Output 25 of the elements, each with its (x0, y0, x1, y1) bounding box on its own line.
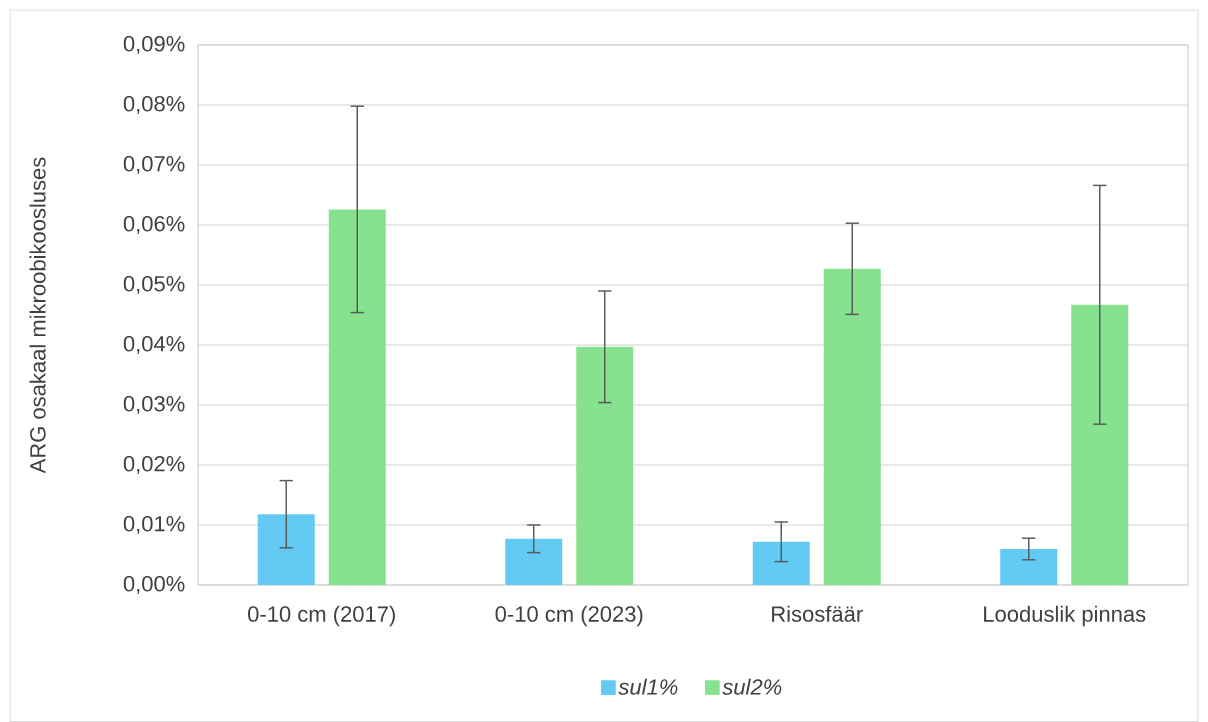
y-tick-label: 0,01% (123, 515, 185, 535)
y-tick-label: 0,00% (123, 575, 185, 595)
legend-label: sul2% (722, 678, 782, 695)
y-tick-label: 0,09% (123, 35, 185, 55)
legend-label: sul1% (618, 678, 678, 695)
y-tick-label: 0,06% (123, 215, 185, 235)
x-tick-label: Risosfäär (772, 605, 863, 622)
y-tick-label: 0,07% (123, 155, 185, 175)
y-axis-title: ARG osakaal mikroobikoosluses (29, 157, 46, 474)
y-tick-label: 0,02% (123, 455, 185, 475)
bar (823, 268, 881, 585)
y-tick-label: 0,05% (123, 275, 185, 295)
bar (576, 346, 634, 585)
x-tick-label: Looduslik pinnas (984, 605, 1146, 627)
y-tick-label: 0,04% (123, 335, 185, 355)
bar (1071, 304, 1129, 585)
bar (752, 541, 810, 585)
bar (328, 209, 386, 585)
bar (257, 514, 315, 585)
y-tick-label: 0,08% (123, 95, 185, 115)
bar (1000, 549, 1058, 585)
y-tick-label: 0,03% (123, 395, 185, 415)
bar (505, 538, 563, 585)
x-tick-label: 0-10 cm (2023) (495, 605, 643, 627)
x-tick-label: 0-10 cm (2017) (248, 605, 395, 627)
